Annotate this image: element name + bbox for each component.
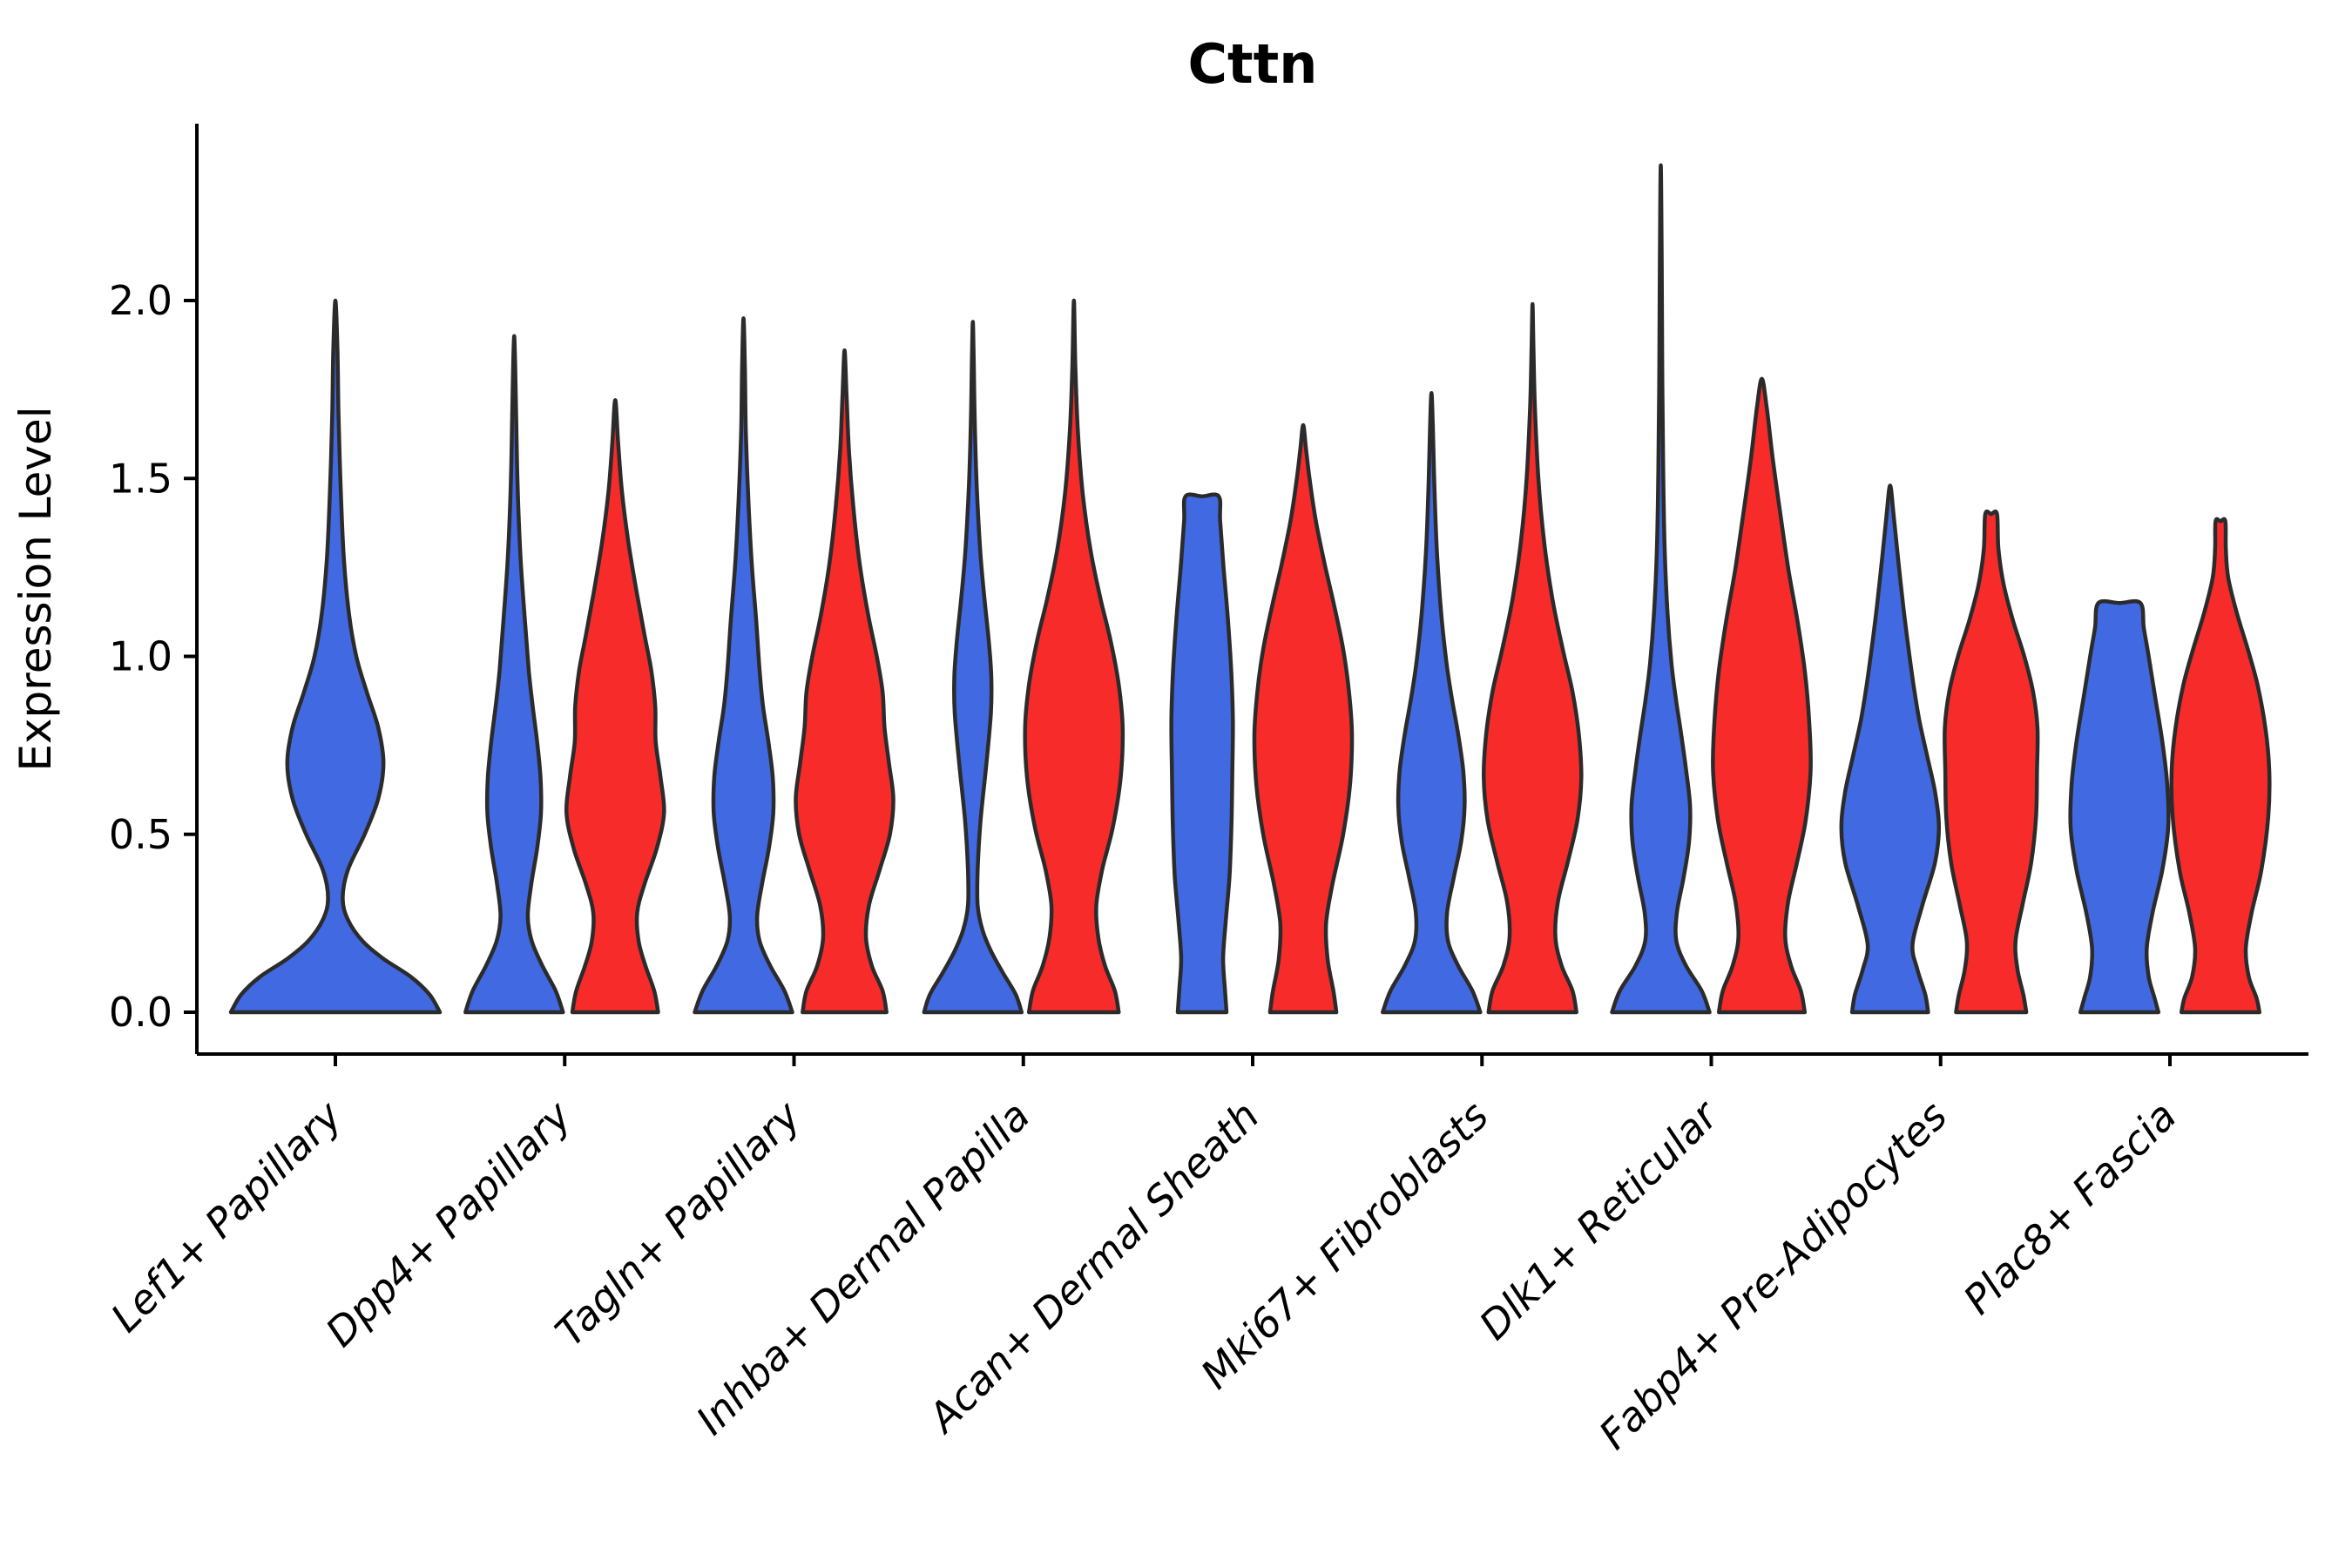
- x-tick-label-tagln-papillary: Tagln+ Papillary: [546, 1092, 810, 1355]
- violin-plac8-fascia-red: [2169, 517, 2272, 1015]
- violin-mki67-fibroblasts-red: [1482, 301, 1584, 1015]
- y-tick-label: 1.5: [109, 455, 172, 502]
- violin-inhba-dermal-papilla-red: [1023, 298, 1125, 1015]
- violin-tagln-papillary-red: [794, 348, 896, 1015]
- x-tick-label-plac8-fascia: Plac8+ Fascia: [1954, 1092, 2185, 1323]
- violin-plac8-fascia-blue: [2068, 598, 2171, 1015]
- y-tick-label: 0.5: [109, 811, 172, 858]
- violin-acan-dermal-sheath-red: [1252, 422, 1355, 1015]
- violin-mki67-fibroblasts-blue: [1381, 390, 1483, 1015]
- violin-acan-dermal-sheath-blue: [1169, 492, 1235, 1015]
- y-tick-label: 0.0: [109, 989, 172, 1036]
- y-tick-label: 2.0: [109, 277, 172, 324]
- violin-dpp4-papillary-red: [564, 398, 666, 1015]
- x-tick-label-dpp4-papillary: Dpp4+ Papillary: [316, 1092, 580, 1355]
- x-tick-label-dlk1-reticular: Dlk1+ Reticular: [1470, 1090, 1729, 1348]
- violin-inhba-dermal-papilla-blue: [922, 320, 1024, 1015]
- violins-layer: [228, 163, 2272, 1015]
- violin-dlk1-reticular-red: [1711, 376, 1813, 1015]
- y-tick-label: 1.0: [109, 633, 172, 680]
- violin-fabp4-pre-adipocytes-red: [1943, 509, 2040, 1015]
- violin-dpp4-papillary-blue: [463, 334, 565, 1015]
- x-tick-label-lef1-papillary: Lef1+ Papillary: [102, 1092, 351, 1341]
- chart-title: Cttn: [1188, 32, 1318, 96]
- y-axis-label: Expression Level: [10, 406, 61, 771]
- violin-tagln-papillary-blue: [693, 316, 794, 1015]
- violin-fabp4-pre-adipocytes-blue: [1839, 483, 1942, 1015]
- violin-dlk1-reticular-blue: [1610, 163, 1712, 1015]
- y-axis-ticks: 0.0 0.5 1.0 1.5 2.0: [109, 277, 197, 1036]
- violin-lef1-papillary-blue: [228, 298, 443, 1015]
